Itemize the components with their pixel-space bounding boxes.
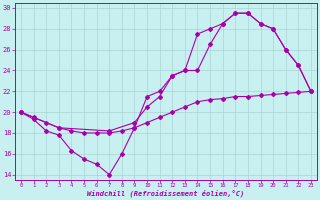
X-axis label: Windchill (Refroidissement éolien,°C): Windchill (Refroidissement éolien,°C): [87, 190, 244, 197]
